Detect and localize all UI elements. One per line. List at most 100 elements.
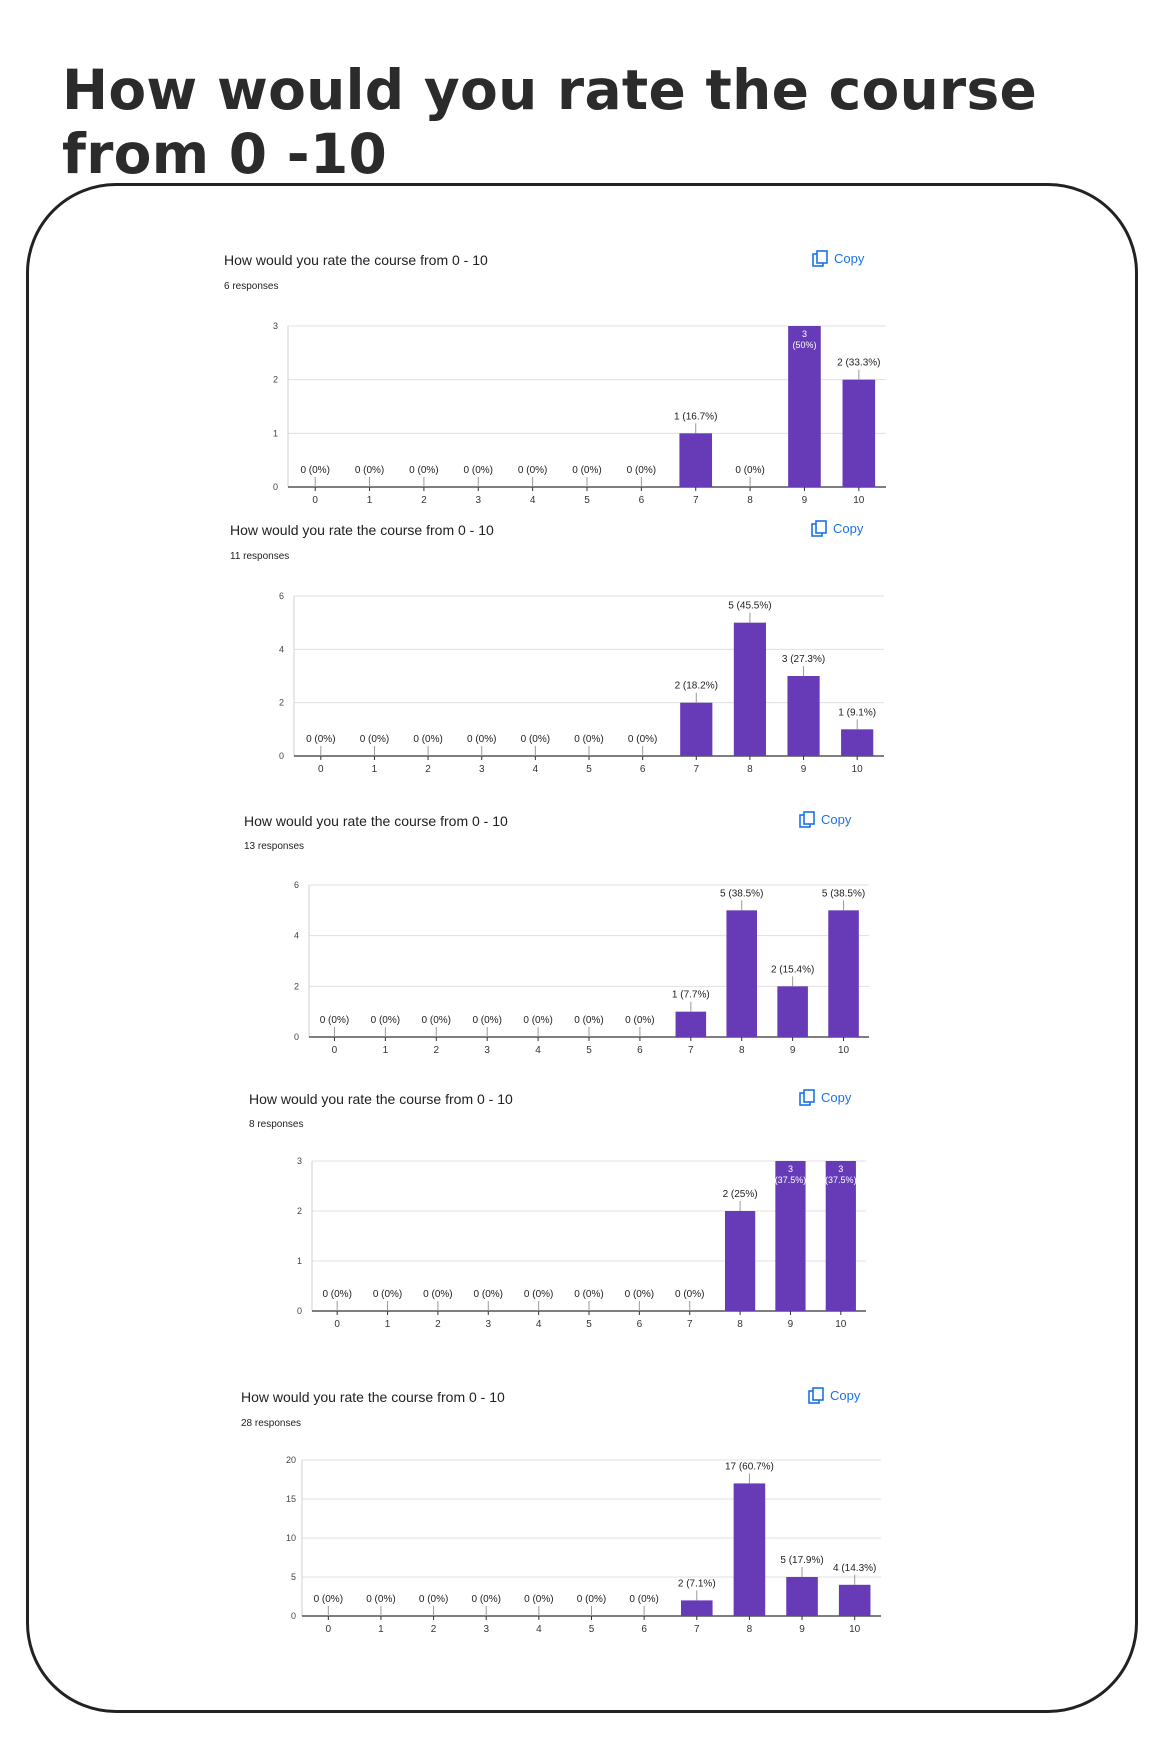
copy-label: Copy bbox=[833, 521, 864, 536]
data-label: 1 (7.7%) bbox=[672, 990, 710, 1001]
x-tick-label: 8 bbox=[737, 1319, 743, 1330]
data-label: 0 (0%) bbox=[627, 465, 656, 476]
data-label: 3 (27.3%) bbox=[782, 654, 825, 665]
data-label: 0 (0%) bbox=[523, 1015, 552, 1026]
x-tick-label: 10 bbox=[835, 1319, 847, 1330]
chart-title: How would you rate the course from 0 - 1… bbox=[244, 813, 508, 829]
x-tick-label: 1 bbox=[385, 1319, 391, 1330]
x-tick-label: 9 bbox=[790, 1045, 796, 1056]
y-tick-label: 20 bbox=[286, 1455, 296, 1465]
data-label: 3 (50%) bbox=[792, 329, 816, 350]
bar bbox=[775, 1161, 806, 1311]
chart-title: How would you rate the course from 0 - 1… bbox=[249, 1091, 513, 1107]
x-tick-label: 3 bbox=[484, 1045, 490, 1056]
x-tick-label: 9 bbox=[799, 1624, 805, 1635]
data-label: 0 (0%) bbox=[629, 1594, 658, 1605]
y-tick-label: 2 bbox=[273, 375, 278, 385]
data-label: 17 (60.7%) bbox=[725, 1461, 774, 1472]
copy-label: Copy bbox=[821, 1090, 852, 1105]
x-tick-label: 0 bbox=[318, 764, 324, 775]
data-label: 0 (0%) bbox=[474, 1289, 503, 1300]
x-tick-label: 8 bbox=[747, 764, 753, 775]
data-label: 1 (9.1%) bbox=[838, 707, 876, 718]
bar bbox=[680, 702, 713, 756]
data-label: 0 (0%) bbox=[422, 1015, 451, 1026]
x-tick-label: 2 bbox=[425, 764, 431, 775]
data-label: 0 (0%) bbox=[735, 465, 764, 476]
y-tick-label: 0 bbox=[279, 751, 284, 761]
response-count: 6 responses bbox=[224, 281, 279, 292]
bar bbox=[788, 326, 821, 487]
x-tick-label: 8 bbox=[747, 1624, 753, 1635]
data-label: 0 (0%) bbox=[472, 1594, 501, 1605]
data-label: 5 (45.5%) bbox=[728, 601, 771, 612]
copy-button[interactable]: Copy bbox=[812, 250, 864, 267]
y-tick-label: 5 bbox=[291, 1572, 296, 1582]
bar bbox=[726, 910, 757, 1037]
data-label: 0 (0%) bbox=[472, 1015, 501, 1026]
y-tick-label: 1 bbox=[273, 428, 278, 438]
data-label: 0 (0%) bbox=[306, 734, 335, 745]
x-tick-label: 7 bbox=[688, 1045, 694, 1056]
x-tick-label: 3 bbox=[479, 764, 485, 775]
y-tick-label: 15 bbox=[286, 1494, 296, 1504]
x-tick-label: 10 bbox=[849, 1624, 861, 1635]
data-label: 0 (0%) bbox=[574, 1015, 603, 1026]
y-tick-label: 2 bbox=[294, 981, 299, 991]
bar bbox=[733, 1483, 766, 1616]
copy-icon bbox=[808, 1387, 824, 1404]
x-tick-label: 1 bbox=[383, 1045, 389, 1056]
y-tick-label: 10 bbox=[286, 1533, 296, 1543]
data-label: 0 (0%) bbox=[464, 465, 493, 476]
x-tick-label: 1 bbox=[367, 495, 373, 506]
copy-button[interactable]: Copy bbox=[808, 1387, 860, 1404]
bar bbox=[724, 1211, 756, 1311]
data-label: 0 (0%) bbox=[413, 734, 442, 745]
x-tick-label: 6 bbox=[640, 764, 646, 775]
data-label: 0 (0%) bbox=[320, 1015, 349, 1026]
data-label: 0 (0%) bbox=[355, 465, 384, 476]
x-tick-label: 6 bbox=[639, 495, 645, 506]
data-label: 0 (0%) bbox=[521, 734, 550, 745]
data-label: 0 (0%) bbox=[373, 1289, 402, 1300]
data-label: 3 (37.5%) bbox=[775, 1164, 807, 1185]
y-tick-label: 2 bbox=[297, 1206, 302, 1216]
data-label: 0 (0%) bbox=[577, 1594, 606, 1605]
x-tick-label: 0 bbox=[312, 495, 318, 506]
bar bbox=[680, 1600, 713, 1616]
x-tick-label: 4 bbox=[536, 1624, 542, 1635]
data-label: 5 (38.5%) bbox=[720, 888, 763, 899]
data-label: 0 (0%) bbox=[467, 734, 496, 745]
x-tick-label: 5 bbox=[586, 764, 592, 775]
bar bbox=[838, 1584, 871, 1616]
response-count: 28 responses bbox=[241, 1418, 302, 1429]
copy-button[interactable]: Copy bbox=[799, 811, 851, 828]
data-label: 2 (18.2%) bbox=[675, 681, 718, 692]
copy-icon bbox=[799, 1089, 815, 1106]
data-label: 5 (38.5%) bbox=[822, 888, 865, 899]
page-title: How would you rate the course from 0 -10 bbox=[62, 58, 1038, 186]
x-tick-label: 10 bbox=[838, 1045, 850, 1056]
data-label: 0 (0%) bbox=[300, 465, 329, 476]
data-label: 0 (0%) bbox=[371, 1015, 400, 1026]
data-label: 4 (14.3%) bbox=[833, 1563, 876, 1574]
data-label: 0 (0%) bbox=[628, 734, 657, 745]
data-label: 0 (0%) bbox=[366, 1594, 395, 1605]
data-label: 2 (33.3%) bbox=[837, 358, 880, 369]
x-tick-label: 3 bbox=[483, 1624, 489, 1635]
x-tick-label: 0 bbox=[326, 1624, 332, 1635]
x-tick-label: 2 bbox=[421, 495, 427, 506]
data-label: 0 (0%) bbox=[524, 1594, 553, 1605]
x-tick-label: 7 bbox=[693, 495, 699, 506]
x-tick-label: 4 bbox=[535, 1045, 541, 1056]
data-label: 0 (0%) bbox=[524, 1289, 553, 1300]
copy-button[interactable]: Copy bbox=[799, 1089, 851, 1106]
x-tick-label: 1 bbox=[378, 1624, 384, 1635]
data-label: 5 (17.9%) bbox=[780, 1555, 823, 1566]
copy-button[interactable]: Copy bbox=[811, 520, 863, 537]
y-tick-label: 4 bbox=[294, 931, 299, 941]
x-tick-label: 5 bbox=[586, 1319, 592, 1330]
